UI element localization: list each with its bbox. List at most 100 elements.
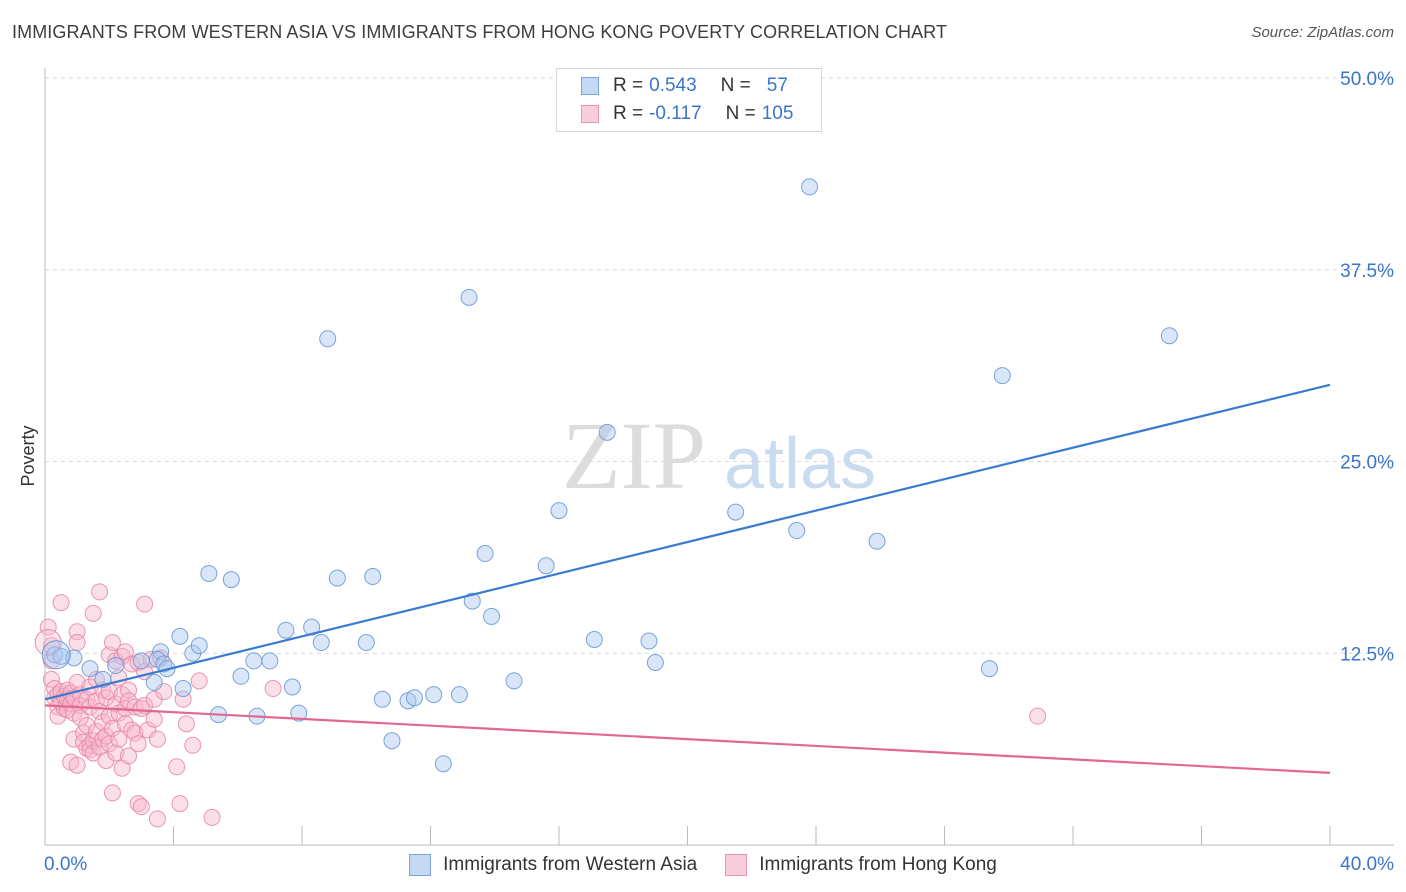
trend-lines [44, 383, 1331, 775]
y-tick-label: 25.0% [1340, 453, 1394, 474]
data-point-westernasia [312, 634, 330, 652]
data-point-westernasia [373, 690, 391, 708]
data-point-hongkong [203, 808, 221, 826]
data-point-westernasia [727, 503, 745, 521]
data-point-westernasia [222, 571, 240, 589]
data-point-hongkong [177, 715, 195, 733]
legend-n-label: N = [725, 103, 756, 124]
data-point-hongkong [34, 629, 62, 657]
legend-r-label: R = [613, 103, 644, 124]
legend-n-label: N = [720, 75, 751, 96]
data-point-hongkong [78, 716, 96, 734]
data-point-westernasia [46, 646, 64, 664]
data-point-westernasia [174, 680, 192, 698]
data-point-hongkong [129, 735, 147, 753]
y-axis-label: Poverty [18, 425, 38, 486]
data-point-westernasia [155, 655, 173, 673]
chart-title: IMMIGRANTS FROM WESTERN ASIA VS IMMIGRAN… [12, 22, 948, 42]
data-point-hongkong [103, 784, 121, 802]
data-point-westernasia [476, 545, 494, 563]
data-point-hongkong [132, 798, 150, 816]
data-point-westernasia [460, 288, 478, 306]
data-point-westernasia [640, 632, 658, 650]
data-point-hongkong [84, 744, 102, 762]
data-point-westernasia [980, 660, 998, 678]
legend-swatch-pink [581, 105, 599, 123]
series-legend: Immigrants from Western Asia Immigrants … [0, 852, 1406, 878]
data-point-hongkong [264, 680, 282, 698]
data-point-hongkong [168, 758, 186, 776]
data-point-westernasia [232, 667, 250, 685]
data-point-hongkong [68, 756, 86, 774]
watermark: ZIP atlas [562, 402, 876, 509]
data-point-hongkong [91, 583, 109, 601]
series-legend-item-hong-kong: Immigrants from Hong Kong [725, 854, 997, 876]
y-tick-label: 50.0% [1340, 69, 1394, 90]
legend-n-value: 57 [766, 75, 788, 96]
correlation-legend: R = 0.543 N = 57 R = -0.117 N = 105 [556, 68, 822, 132]
data-point-hongkong [110, 730, 128, 748]
data-point-hongkong [120, 747, 138, 765]
x-tick-label-min: 0.0% [44, 854, 87, 875]
data-point-hongkong [148, 730, 166, 748]
data-point-hongkong [107, 744, 125, 762]
trend-line-hongkong [44, 704, 1331, 775]
data-point-westernasia [171, 627, 189, 645]
data-point-hongkong [84, 604, 102, 622]
data-point-westernasia [200, 564, 218, 582]
data-point-westernasia [261, 652, 279, 670]
data-point-westernasia [434, 755, 452, 773]
data-point-hongkong [136, 595, 154, 613]
data-point-westernasia [303, 618, 321, 636]
trend-line-westernasia [44, 383, 1331, 701]
data-point-westernasia [646, 653, 664, 671]
data-point-westernasia [505, 672, 523, 690]
legend-swatch-blue [581, 77, 599, 95]
legend-r-label: R = [613, 75, 644, 96]
data-point-westernasia [52, 647, 70, 665]
y-tick-label: 37.5% [1340, 261, 1394, 282]
data-point-hongkong [42, 637, 60, 655]
data-point-hongkong [184, 736, 202, 754]
data-point-hongkong [1029, 707, 1047, 725]
data-point-westernasia [788, 522, 806, 540]
data-point-westernasia [450, 686, 468, 704]
watermark-zip: ZIP [562, 402, 706, 509]
data-point-westernasia [357, 634, 375, 652]
data-point-hongkong [171, 795, 189, 813]
grid-layer: 12.5% 25.0% 37.5% 50.0% [45, 69, 1394, 665]
data-point-westernasia [107, 657, 125, 675]
data-point-hongkong [148, 810, 166, 828]
data-point-westernasia [483, 607, 501, 625]
data-point-hongkong [94, 713, 112, 731]
data-point-westernasia [290, 704, 308, 722]
data-point-westernasia [328, 569, 346, 587]
data-point-westernasia [425, 686, 443, 704]
axis-layer [44, 68, 1394, 846]
data-point-hongkong [81, 741, 99, 759]
x-tick-label-max: 40.0% [1340, 854, 1394, 875]
data-point-hongkong [65, 730, 83, 748]
series-legend-label: Immigrants from Western Asia [443, 854, 698, 875]
data-point-westernasia [993, 367, 1011, 385]
data-point-westernasia [585, 630, 603, 648]
legend-row-hong-kong: R = -0.117 N = 105 [581, 101, 793, 127]
series-hongkong-points [34, 583, 1047, 828]
data-point-westernasia [801, 178, 819, 196]
data-point-westernasia [463, 592, 481, 610]
series-legend-label: Immigrants from Hong Kong [759, 854, 997, 875]
data-point-westernasia [598, 423, 616, 441]
data-point-westernasia [283, 678, 301, 696]
y-tick-label: 12.5% [1340, 644, 1394, 665]
data-point-hongkong [145, 710, 163, 728]
data-point-westernasia [1160, 327, 1178, 345]
data-point-hongkong [42, 670, 60, 688]
legend-r-value: -0.117 [649, 103, 702, 124]
data-point-westernasia [132, 652, 150, 670]
data-point-hongkong [103, 634, 121, 652]
series-legend-swatch-pink [725, 854, 748, 876]
data-point-westernasia [41, 640, 71, 670]
data-point-hongkong [103, 719, 121, 737]
data-point-westernasia [550, 502, 568, 520]
